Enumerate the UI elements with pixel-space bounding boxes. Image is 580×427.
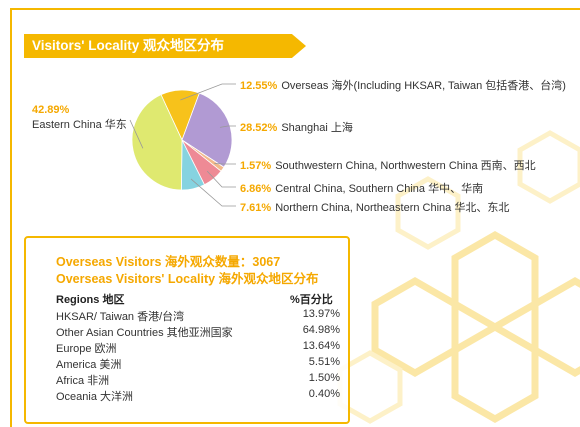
row-percent: 0.40%: [308, 388, 340, 400]
overseas-panel: [24, 236, 350, 424]
table-row: Africa 非洲 1.50%: [56, 372, 340, 387]
row-region: Oceania 大洋洲: [56, 391, 134, 403]
slice-shanghai: [181, 92, 233, 168]
leader-line: [129, 119, 144, 149]
row-percent: 1.50%: [308, 372, 340, 384]
table-row: Europe 欧洲 13.64%: [56, 340, 340, 355]
leader-line: [214, 163, 236, 165]
label-shanghai: 28.52% Shanghai 上海: [240, 119, 353, 135]
row-percent: 13.64%: [302, 340, 340, 352]
name-southwest: Southwestern China, Northwestern China 西…: [275, 160, 536, 172]
row-percent: 13.97%: [302, 308, 340, 320]
label-north: 7.61% Northern China, Northeastern China …: [240, 199, 509, 215]
frame-left-line: [10, 8, 12, 427]
page-title: Visitors' Locality 观众地区分布: [24, 34, 306, 58]
row-percent: 5.51%: [308, 356, 340, 368]
label-overseas: 12.55% Overseas 海外(Including HKSAR, Taiwa…: [240, 77, 566, 93]
slice-east: [131, 94, 183, 191]
name-central: Central China, Southern China 华中、华南: [275, 183, 484, 195]
leader-line: [219, 125, 236, 128]
row-region: Europe 欧洲: [56, 343, 117, 355]
pct-east: 42.89%: [32, 104, 70, 116]
row-percent: 64.98%: [302, 324, 340, 336]
pct-southwest: 1.57%: [240, 160, 272, 172]
pct-north: 7.61%: [240, 202, 272, 214]
name-east: Eastern China 华东: [32, 119, 127, 131]
table-row: Oceania 大洋洲 0.40%: [56, 388, 340, 403]
name-overseas: Overseas 海外(Including HKSAR, Taiwan 包括香港…: [281, 80, 566, 92]
label-east: 42.89% Eastern China 华东: [32, 103, 127, 133]
leader-line: [180, 83, 236, 101]
name-shanghai: Shanghai 上海: [281, 122, 353, 134]
row-region: Other Asian Countries 其他亚洲国家: [56, 327, 233, 339]
overseas-locality-heading: Overseas Visitors' Locality 海外观众地区分布: [56, 272, 319, 286]
pct-shanghai: 28.52%: [240, 122, 278, 134]
label-central: 6.86% Central China, Southern China 华中、华南: [240, 180, 483, 196]
table-row: America 美洲 5.51%: [56, 356, 340, 371]
name-north: Northern China, Northeastern China 华北、东北: [275, 202, 510, 214]
table-row: Other Asian Countries 其他亚洲国家 64.98%: [56, 324, 340, 339]
leader-line: [190, 178, 236, 207]
frame-top-line: [10, 8, 580, 10]
column-header-percent: %百分比: [290, 294, 333, 306]
pct-central: 6.86%: [240, 183, 272, 195]
leader-line: [206, 170, 236, 188]
row-region: Africa 非洲: [56, 375, 110, 387]
pct-overseas: 12.55%: [240, 80, 278, 92]
label-southwest: 1.57% Southwestern China, Northwestern Ch…: [240, 157, 536, 173]
overseas-count-heading: Overseas Visitors 海外观众数量：3067: [56, 255, 281, 269]
row-region: America 美洲: [56, 359, 122, 371]
table-row: HKSAR/ Taiwan 香港/台湾 13.97%: [56, 308, 340, 323]
row-region: HKSAR/ Taiwan 香港/台湾: [56, 311, 185, 323]
column-header-regions: Regions 地区: [56, 294, 125, 306]
